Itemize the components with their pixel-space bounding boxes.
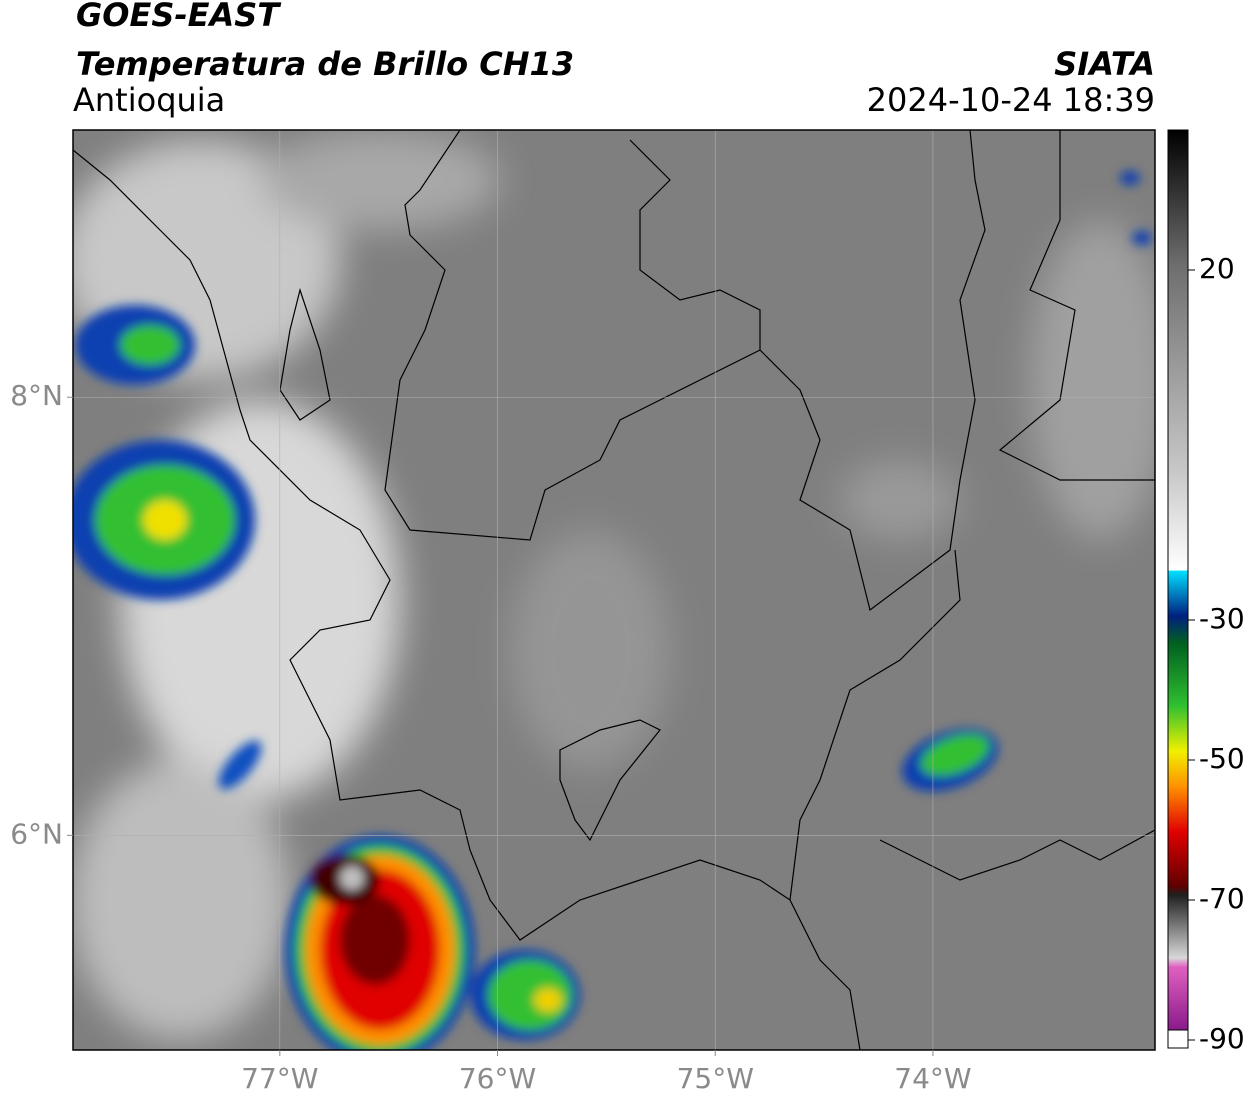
- title: GOES-EAST: [76, 0, 281, 34]
- colorbar-min-box: [1167, 1029, 1189, 1049]
- colorbar: [1167, 129, 1189, 1031]
- subtitle: Temperatura de Brillo CH13: [76, 45, 574, 83]
- region: Antioquia: [73, 81, 225, 119]
- lon-tick-label: 74°W: [894, 1062, 971, 1095]
- source: SIATA: [1054, 45, 1155, 83]
- map-frame: [72, 129, 1156, 1051]
- colorbar-tick-label: -30: [1199, 602, 1245, 635]
- satellite-image: [73, 130, 1155, 1050]
- colorbar-tick-label: 20: [1199, 252, 1235, 285]
- datetime: 2024-10-24 18:39: [867, 81, 1155, 119]
- colorbar-tick-label: -50: [1199, 742, 1245, 775]
- lon-tick-label: 75°W: [677, 1062, 754, 1095]
- graticule: [73, 130, 1155, 1050]
- lat-tick-label: 6°N: [10, 817, 63, 850]
- colorbar-tick-label: -70: [1199, 882, 1245, 915]
- lon-tick-label: 76°W: [459, 1062, 536, 1095]
- lat-tick-label: 8°N: [10, 379, 63, 412]
- lon-tick-label: 77°W: [241, 1062, 318, 1095]
- colorbar-tick-label: -90: [1199, 1022, 1245, 1055]
